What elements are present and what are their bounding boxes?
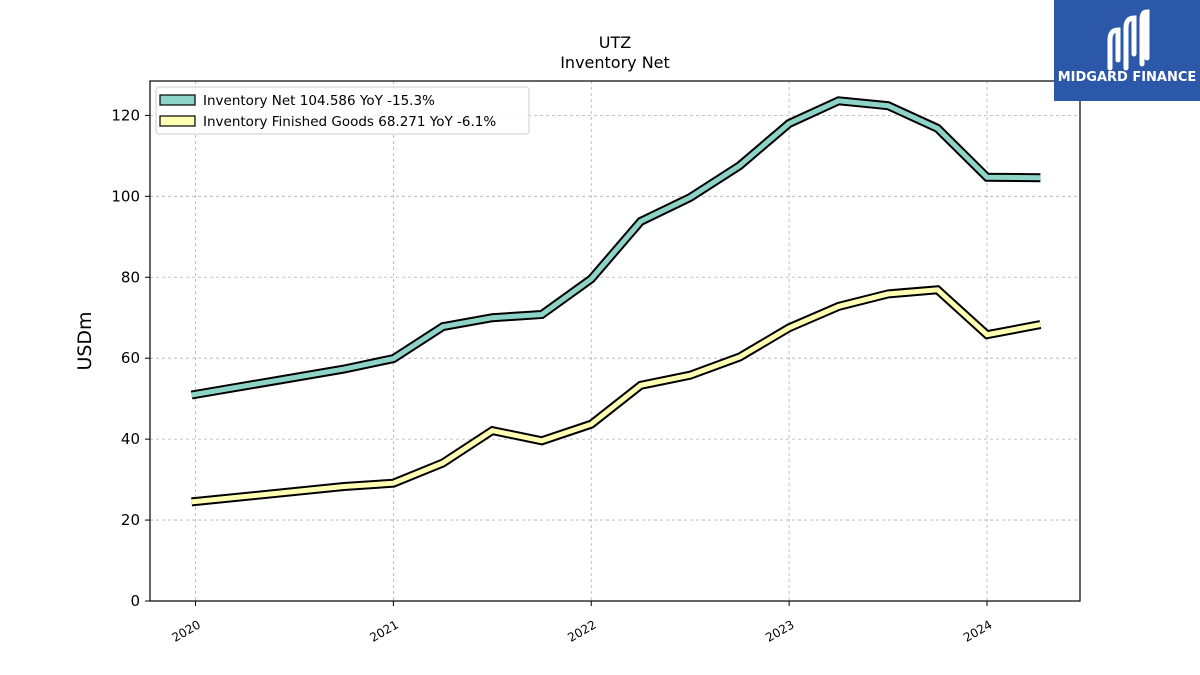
x-tick-label: 2020 — [170, 617, 203, 644]
y-tick-label: 20 — [121, 511, 140, 529]
grid — [150, 81, 1080, 602]
legend: Inventory Net 104.586 YoY -15.3% Invento… — [155, 86, 530, 135]
logo-text: MIDGARD FINANCE — [1058, 70, 1197, 85]
series-layer — [190, 96, 1042, 507]
y-axis: 0 20 40 60 80 100 120 — [111, 106, 150, 610]
y-tick-label: 0 — [130, 592, 140, 610]
plot-frame — [149, 80, 1081, 602]
x-tick-label: 2024 — [961, 617, 994, 644]
chart-subtitle: Inventory Net — [560, 53, 670, 72]
x-axis: 2020 2021 2022 2023 2024 — [170, 601, 995, 645]
series-outline-finished-goods — [191, 285, 1042, 507]
brand-logo: MIDGARD FINANCE — [1054, 0, 1200, 101]
legend-box — [155, 86, 530, 135]
legend-label-inventory-net: Inventory Net 104.586 YoY -15.3% — [203, 93, 435, 109]
series-line-finished-goods — [191, 287, 1041, 505]
chart-title: UTZ — [599, 33, 631, 52]
midgard-logo-icon — [1107, 9, 1150, 71]
legend-label-finished-goods: Inventory Finished Goods 68.271 YoY -6.1… — [203, 114, 496, 130]
y-tick-label: 120 — [111, 106, 140, 124]
y-tick-label: 80 — [121, 268, 140, 286]
legend-swatch-inventory-net — [159, 94, 196, 106]
legend-swatch-finished-goods — [159, 115, 196, 127]
x-tick-label: 2023 — [763, 617, 796, 644]
x-tick-label: 2021 — [367, 617, 400, 644]
y-tick-label: 60 — [121, 349, 140, 367]
y-tick-label: 40 — [121, 430, 140, 448]
x-tick-label: 2022 — [565, 617, 598, 644]
series-line-inventory-net — [191, 98, 1041, 398]
y-tick-label: 100 — [111, 187, 140, 205]
y-axis-label: USDm — [74, 311, 96, 370]
